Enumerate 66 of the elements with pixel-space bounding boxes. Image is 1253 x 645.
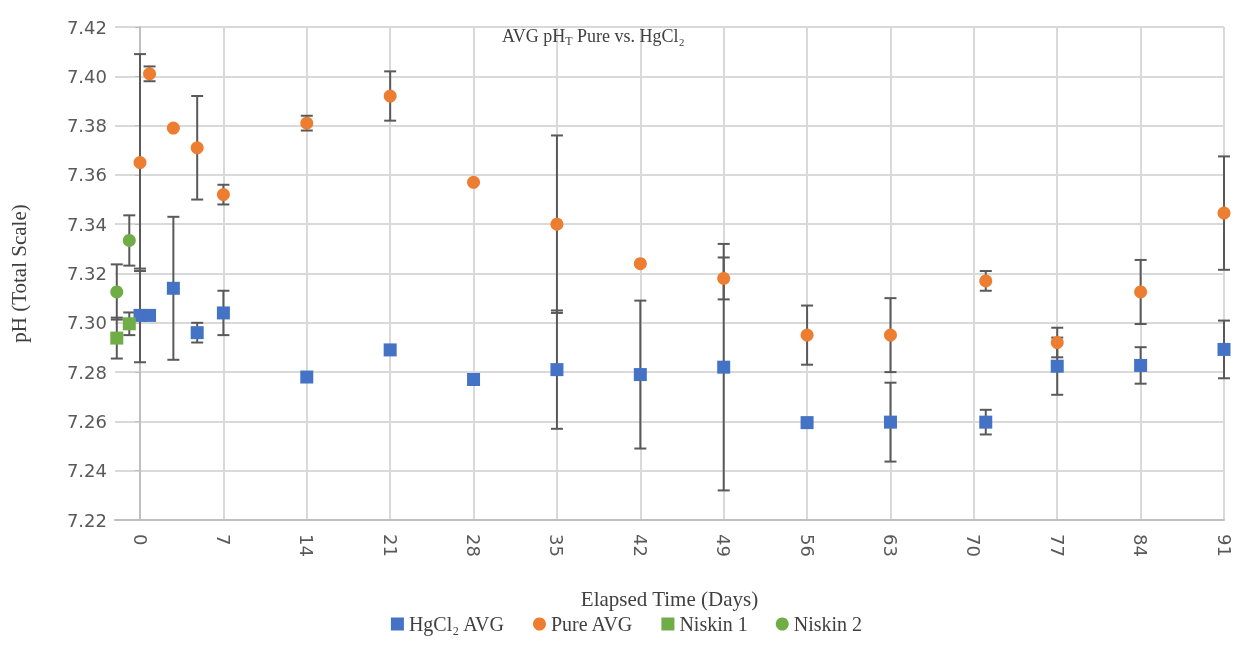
legend-label: HgCl₂ AVG [408,613,504,636]
x-tick-label: 42 [629,534,651,557]
point [800,328,814,342]
x-tick-label: 56 [796,534,818,557]
point [717,271,731,285]
point [717,360,731,374]
point [122,233,136,247]
y-tick-label: 7.36 [66,164,107,186]
x-tick-label: 35 [546,534,568,557]
point [979,415,993,429]
point [383,343,397,357]
point [467,175,481,189]
legend-label: Niskin 1 [679,613,748,635]
x-tick-label: 77 [1046,534,1068,557]
y-tick-label: 7.26 [66,410,107,432]
point [110,331,124,345]
y-tick-label: 7.42 [66,16,107,38]
point [383,89,397,103]
x-tick-label: 0 [129,534,151,546]
point [216,188,230,202]
y-tick-label: 7.38 [66,115,107,137]
point [800,416,814,430]
y-tick-label: 7.40 [66,65,107,87]
x-tick-label: 49 [713,534,735,557]
y-tick-label: 7.30 [66,312,107,334]
point [143,308,157,322]
y-axis-title: pH (Total Scale) [6,204,31,343]
y-tick-label: 7.28 [66,361,107,383]
x-tick-label: 7 [212,534,234,546]
x-tick-label: 70 [963,534,985,557]
x-tick-label: 14 [296,534,318,557]
point [122,317,136,331]
point [633,257,647,271]
point [550,363,564,377]
point [979,274,993,288]
point [550,217,564,231]
point [633,368,647,382]
y-tick-label: 7.22 [66,509,107,531]
point [1217,206,1231,220]
y-tick-label: 7.24 [66,460,107,482]
x-tick-label: 84 [1130,534,1152,557]
point [190,141,204,155]
point [1134,358,1148,372]
y-tick-label: 7.34 [66,213,107,235]
x-tick-label: 21 [379,534,401,557]
legend-label: Pure AVG [550,613,633,635]
point [883,328,897,342]
point [1134,285,1148,299]
point [1050,336,1064,350]
point [1050,359,1064,373]
y-tick-label: 7.32 [66,263,107,284]
point [300,370,314,384]
point [190,326,204,340]
point [166,281,180,295]
point [883,415,897,429]
point [467,372,481,386]
legend-label: Niskin 2 [793,613,863,635]
x-tick-label: 28 [463,534,485,557]
x-axis-title: Elapsed Time (Days) [580,586,759,611]
x-tick-label: 63 [879,534,901,557]
point [166,121,180,135]
point [1217,342,1231,356]
point [110,285,124,299]
point [133,156,147,170]
x-tick-label: 91 [1213,534,1235,557]
point [216,306,230,320]
